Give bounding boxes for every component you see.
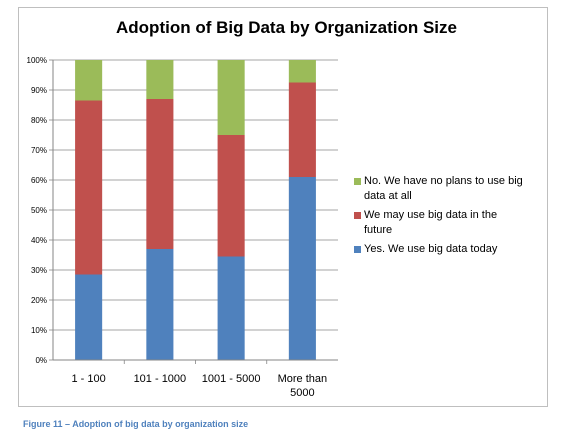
legend-item: Yes. We use big data today: [354, 242, 524, 257]
legend: No. We have no plans to use big data at …: [354, 174, 524, 261]
bar-segment-2-1: [75, 100, 103, 275]
y-tick-label: 20%: [31, 296, 47, 305]
bar-segment-2-3: [217, 135, 245, 257]
x-tick-label: 1001 - 5000: [202, 373, 261, 385]
legend-item: No. We have no plans to use big data at …: [354, 174, 524, 204]
bar-segment-3-1: [75, 60, 103, 101]
y-tick-label: 100%: [27, 56, 47, 65]
y-tick-label: 70%: [31, 146, 47, 155]
chart-title: Adoption of Big Data by Organization Siz…: [116, 18, 457, 37]
x-tick-label: 5000: [290, 387, 314, 399]
bar-segment-3-2: [146, 60, 174, 99]
y-tick-label: 80%: [31, 116, 47, 125]
y-tick-label: 40%: [31, 236, 47, 245]
bars: [75, 60, 316, 360]
legend-item: We may use big data in the future: [354, 208, 524, 238]
bar-segment-3-4: [288, 60, 316, 83]
axes: [49, 59, 338, 364]
bar-segment-1-4: [288, 177, 316, 360]
chart-frame: [18, 7, 548, 407]
legend-label: We may use big data in the future: [364, 209, 498, 236]
legend-swatch: [354, 212, 361, 219]
y-tick-label: 50%: [31, 206, 47, 215]
bar-segment-1-3: [217, 256, 245, 360]
bar-segment-2-2: [146, 99, 174, 249]
legend-label: Yes. We use big data today: [364, 243, 498, 255]
x-tick-label: 1 - 100: [72, 373, 106, 385]
bar-segment-1-1: [75, 274, 103, 360]
y-tick-label: 0%: [35, 356, 47, 365]
legend-swatch: [354, 178, 361, 185]
legend-swatch: [354, 246, 361, 253]
bar-segment-1-2: [146, 249, 174, 360]
legend-label: No. We have no plans to use big data at …: [364, 175, 523, 202]
x-tick-label: 101 - 1000: [134, 373, 187, 385]
figure-caption: Figure 11 – Adoption of big data by orga…: [23, 419, 249, 429]
y-tick-label: 90%: [31, 86, 47, 95]
bar-segment-2-4: [288, 82, 316, 177]
bar-segment-3-3: [217, 60, 245, 135]
y-tick-label: 30%: [31, 266, 47, 275]
y-tick-label: 60%: [31, 176, 47, 185]
x-tick-label: More than: [278, 373, 328, 385]
tick-labels: 0% 10% 20% 30% 40% 50% 60% 70% 80% 90% 100% 1 - 100…: [27, 56, 328, 399]
y-tick-label: 10%: [31, 326, 47, 335]
